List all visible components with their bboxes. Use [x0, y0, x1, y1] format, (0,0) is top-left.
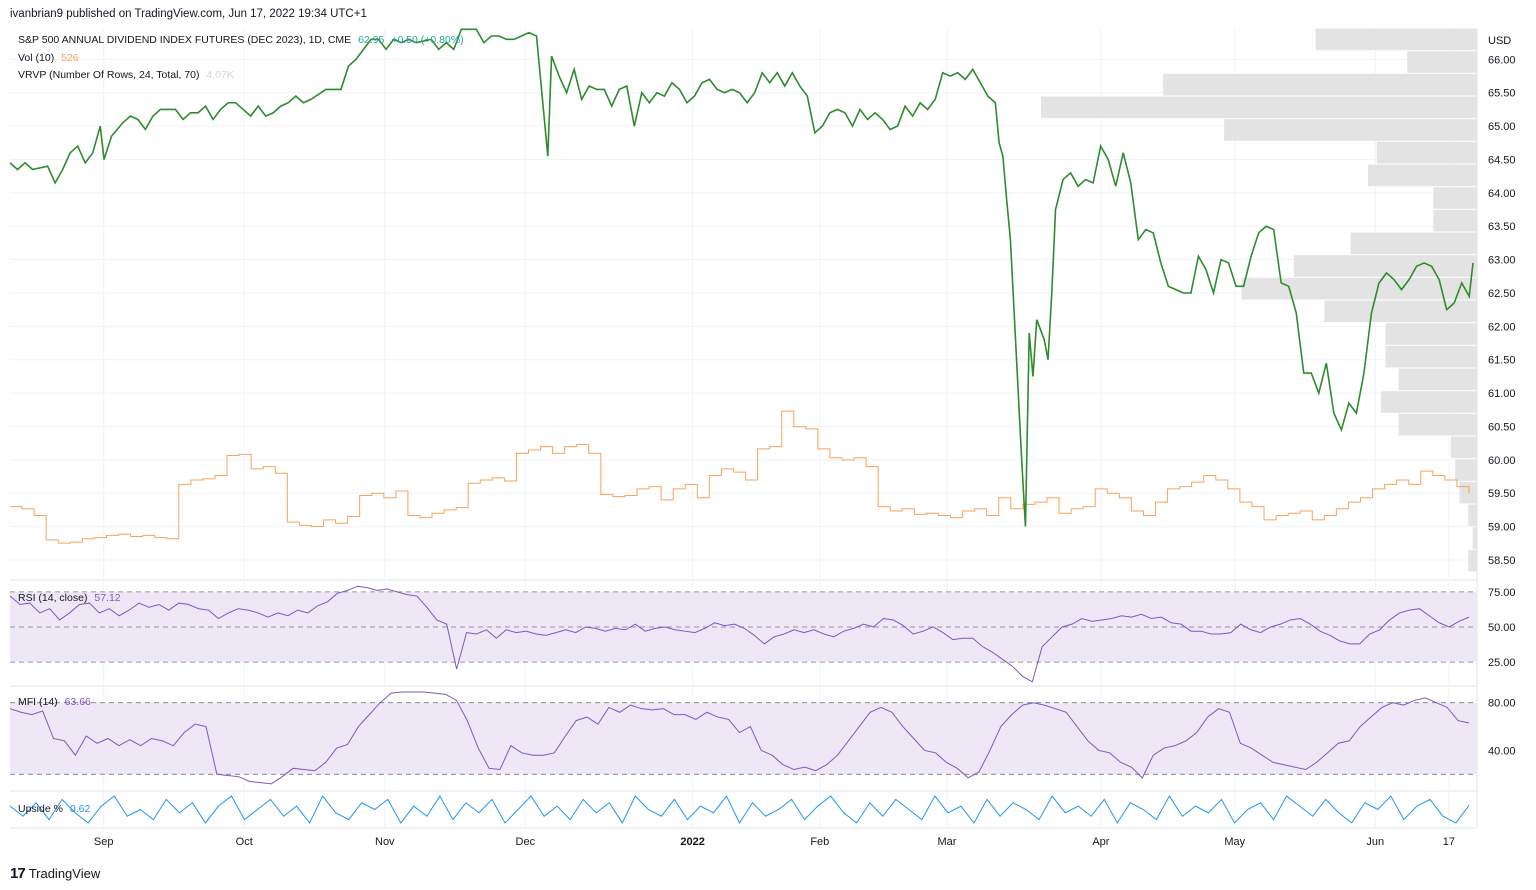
- price-tick-label: 59.50: [1488, 488, 1516, 500]
- price-tick-label: 65.50: [1488, 88, 1516, 100]
- price-tick-label: 62.00: [1488, 321, 1516, 333]
- price-tick-label: 60.00: [1488, 455, 1516, 467]
- footer: 17 TradingView: [10, 865, 100, 882]
- currency-label: USD: [1488, 35, 1511, 47]
- vrvp-bar: [1368, 164, 1477, 187]
- time-tick-label: Feb: [810, 836, 829, 848]
- upside-line: [9, 795, 1470, 824]
- upside-label: Upside %: [18, 803, 63, 815]
- rsi-tick-label: 75.00: [1488, 587, 1516, 599]
- vrvp-bar: [1315, 28, 1477, 51]
- mfi-tick-label: 40.00: [1488, 745, 1516, 757]
- price-line: [9, 28, 1474, 527]
- rsi-tick-label: 50.00: [1488, 622, 1516, 634]
- rsi-label: RSI (14, close): [18, 592, 88, 604]
- upside-legend: Upside % 0.62: [18, 803, 90, 815]
- time-tick-label: Sep: [94, 836, 114, 848]
- price-tick-label: 64.00: [1488, 188, 1516, 200]
- publish-header: ivanbrian9 published on TradingView.com,…: [10, 8, 367, 20]
- time-tick-label: Jun: [1366, 836, 1384, 848]
- vrvp-bar: [1163, 73, 1477, 96]
- volume-legend: Vol (10) 526: [18, 52, 79, 64]
- vrvp-bar: [1472, 527, 1477, 549]
- time-tick-label: May: [1224, 836, 1245, 848]
- vrvp-bar: [1041, 96, 1477, 119]
- price-tick-label: 58.50: [1488, 555, 1516, 567]
- price-tick-label: 63.50: [1488, 221, 1516, 233]
- vrvp-bar: [1376, 141, 1477, 164]
- price-tick-label: 62.50: [1488, 288, 1516, 300]
- time-tick-label: Nov: [375, 836, 395, 848]
- vol-value: 526: [61, 52, 79, 64]
- vrvp-bar: [1293, 255, 1477, 277]
- vrvp-bar: [1455, 459, 1477, 481]
- price-tick-label: 59.00: [1488, 522, 1516, 534]
- vrvp-bar: [1468, 504, 1477, 527]
- price-tick-label: 63.00: [1488, 255, 1516, 267]
- vrvp-bar: [1398, 368, 1477, 391]
- vrvp-label: VRVP (Number Of Rows, 24, Total, 70): [18, 69, 200, 81]
- vrvp-bar: [1459, 481, 1477, 504]
- price-tick-label: 64.50: [1488, 154, 1516, 166]
- rsi-legend: RSI (14, close) 57.12: [18, 592, 121, 604]
- time-tick-label: 2022: [680, 836, 704, 848]
- vrvp-bar: [1324, 300, 1477, 323]
- mfi-label: MFI (14): [18, 696, 58, 708]
- mfi-line: [9, 691, 1470, 785]
- time-tick-label: Mar: [937, 836, 956, 848]
- price-tick-label: 60.50: [1488, 421, 1516, 433]
- vrvp-legend: VRVP (Number Of Rows, 24, Total, 70) 4.0…: [18, 69, 234, 81]
- vrvp-bar: [1381, 391, 1477, 413]
- tradingview-logo-icon: 17: [10, 865, 26, 882]
- vrvp-bar: [1385, 345, 1477, 368]
- symbol-title: S&P 500 ANNUAL DIVIDEND INDEX FUTURES (D…: [18, 34, 352, 46]
- time-tick-label: Dec: [516, 836, 536, 848]
- vrvp-bar: [1450, 436, 1477, 459]
- price-tick-label: 65.00: [1488, 121, 1516, 133]
- vrvp-bar: [1241, 277, 1477, 300]
- rsi-line: [9, 585, 1470, 683]
- vrvp-bar: [1385, 323, 1477, 345]
- time-tick-label: 17: [1443, 836, 1455, 848]
- price-tick-label: 61.50: [1488, 355, 1516, 367]
- mfi-legend: MFI (14) 63.66: [18, 696, 91, 708]
- mfi-value: 63.66: [64, 696, 91, 708]
- vrvp-bar: [1224, 119, 1477, 141]
- time-tick-label: Oct: [236, 836, 253, 848]
- vol-label: Vol (10): [18, 52, 55, 64]
- mfi-band: [10, 702, 1477, 775]
- rsi-tick-label: 25.00: [1488, 657, 1516, 669]
- vrvp-bar: [1398, 413, 1477, 436]
- vrvp-bar: [1433, 209, 1477, 232]
- vrvp-value: 4.07K: [206, 69, 234, 81]
- vrvp-bar: [1407, 51, 1477, 73]
- upside-value: 0.62: [69, 803, 91, 815]
- price-tick-label: 66.00: [1488, 54, 1516, 66]
- brand-name: TradingView: [28, 866, 101, 881]
- vrvp-bar: [1468, 549, 1477, 572]
- price-tick-label: 61.00: [1488, 388, 1516, 400]
- rsi-value: 57.12: [94, 592, 121, 604]
- vrvp-bar: [1433, 187, 1477, 209]
- mfi-tick-label: 80.00: [1488, 698, 1516, 710]
- symbol-legend: S&P 500 ANNUAL DIVIDEND INDEX FUTURES (D…: [18, 34, 464, 46]
- vrvp-bar: [1350, 232, 1477, 255]
- time-tick-label: Apr: [1092, 836, 1109, 848]
- last-price: 62.95: [358, 34, 385, 46]
- volume-line: [10, 410, 1470, 544]
- price-change: +0.50 (+0.80%): [391, 34, 464, 46]
